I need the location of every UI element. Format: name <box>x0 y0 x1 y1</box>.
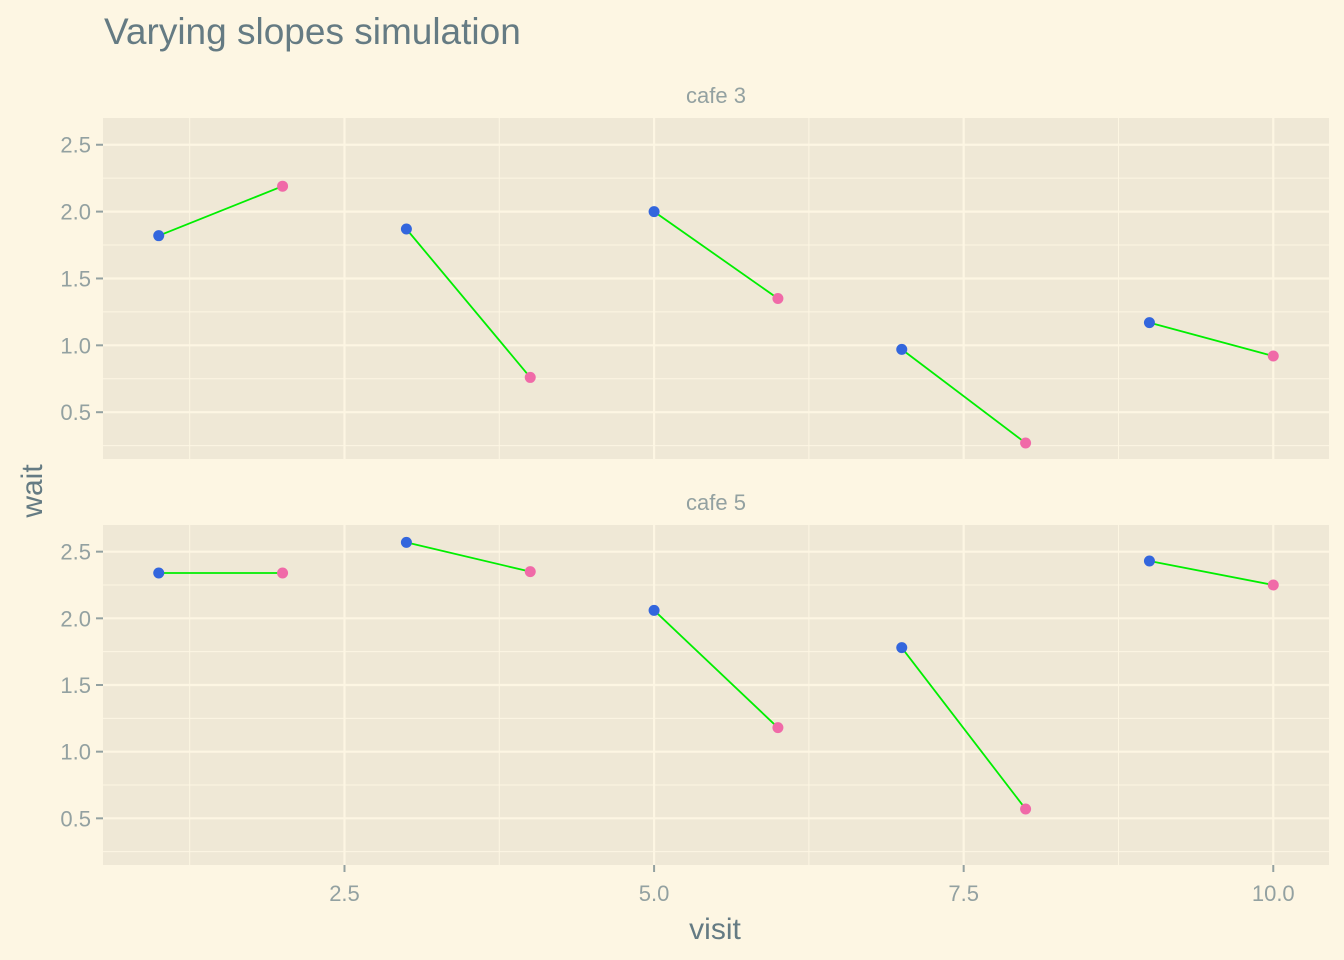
series-line <box>405 228 531 379</box>
panel-strip-label: cafe 3 <box>686 83 746 108</box>
y-tick-label: 2.5 <box>60 133 91 158</box>
series-line <box>901 348 1027 444</box>
data-point <box>772 293 784 305</box>
x-axis-title: visit <box>689 913 741 946</box>
y-tick-label: 2.5 <box>60 540 91 565</box>
panels: cafe 3 0.5 1.0 1.5 2.0 2.5 cafe 5 0.5 1.0 1.5 2.0 2… <box>60 83 1329 865</box>
data-point <box>896 343 908 355</box>
series-line <box>406 541 531 573</box>
y-tick-label: 0.5 <box>60 806 91 831</box>
chart-title: Varying slopes simulation <box>104 11 521 52</box>
y-tick-label: 0.5 <box>60 400 91 425</box>
y-tick-label: 2.0 <box>60 606 91 631</box>
data-point <box>400 223 412 235</box>
x-tick-label: 7.5 <box>948 881 979 906</box>
series-line <box>901 647 1027 810</box>
x-tick-label: 5.0 <box>639 881 670 906</box>
data-point <box>772 722 784 734</box>
y-tick-label: 1.0 <box>60 740 91 765</box>
data-point <box>277 180 289 192</box>
panel: cafe 5 0.5 1.0 1.5 2.0 2.5 <box>60 490 1329 865</box>
series-line <box>158 185 283 237</box>
data-point <box>524 371 536 383</box>
data-point <box>896 642 908 654</box>
panel-strip-label: cafe 5 <box>686 490 746 515</box>
panel-background <box>103 525 1329 865</box>
data-point <box>1020 437 1032 449</box>
data-point <box>648 206 660 218</box>
data-point <box>153 567 165 579</box>
data-point <box>1020 803 1032 815</box>
y-tick-label: 1.0 <box>60 333 91 358</box>
panel-background <box>103 118 1329 459</box>
data-point <box>648 604 660 616</box>
y-tick-label: 1.5 <box>60 673 91 698</box>
data-point <box>524 566 536 578</box>
x-tick-label: 2.5 <box>329 881 360 906</box>
data-point <box>1267 579 1279 591</box>
data-point <box>400 536 412 548</box>
series-line <box>653 609 779 729</box>
series-line <box>653 210 779 300</box>
series-line <box>1149 321 1274 357</box>
data-point <box>277 567 289 579</box>
data-point <box>1143 555 1155 567</box>
panel: cafe 3 0.5 1.0 1.5 2.0 2.5 <box>60 83 1329 459</box>
series-line <box>1149 560 1274 586</box>
data-point <box>1267 350 1279 362</box>
x-tick-label: 10.0 <box>1252 881 1295 906</box>
y-tick-label: 1.5 <box>60 266 91 291</box>
x-axis: 2.5 5.0 7.5 10.0 <box>329 865 1295 906</box>
data-point <box>1143 317 1155 329</box>
y-axis-title: wait <box>16 464 49 519</box>
y-tick-label: 2.0 <box>60 200 91 225</box>
data-point <box>153 230 165 242</box>
